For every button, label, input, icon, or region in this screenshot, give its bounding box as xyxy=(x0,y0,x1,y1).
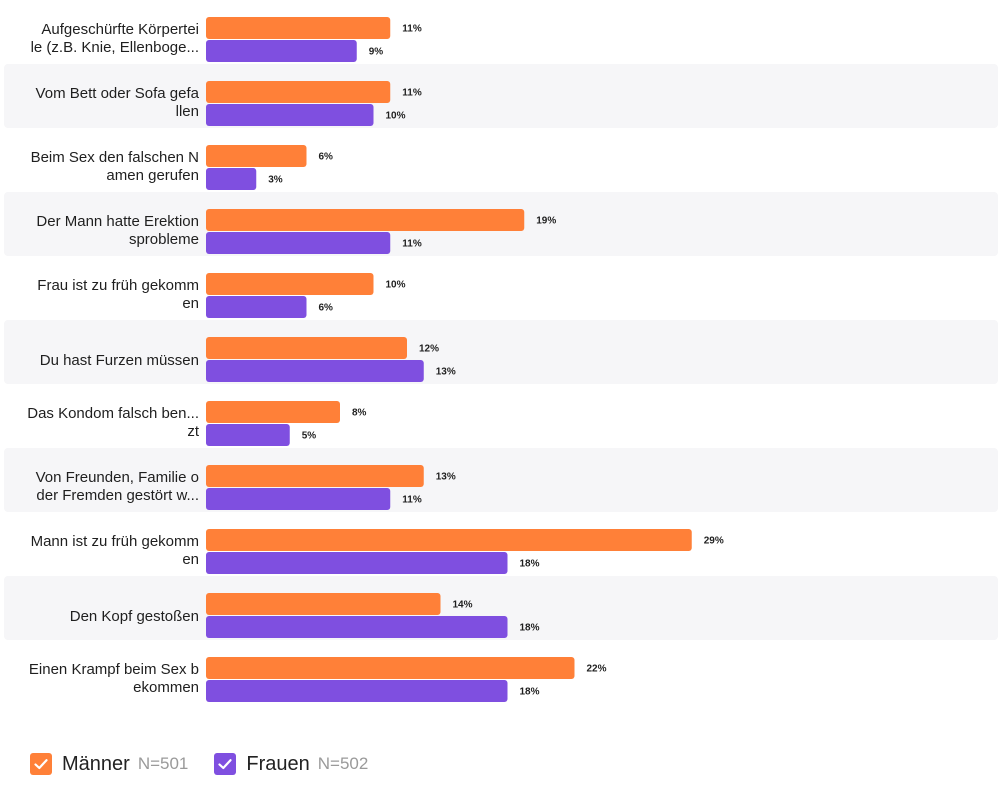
value-label: 11% xyxy=(402,495,422,506)
value-label: 18% xyxy=(520,687,540,698)
value-label: 11% xyxy=(402,88,422,99)
bar-chart: Aufgeschürfte Körpertei le (z.B. Knie, El… xyxy=(27,17,724,702)
legend-item-frauen[interactable]: Frauen N=502 xyxy=(214,753,368,776)
category-label: Vom Bett oder Sofa gefa llen xyxy=(36,85,200,120)
bar-maenner[interactable] xyxy=(206,337,407,359)
bar-maenner[interactable] xyxy=(206,273,374,295)
bar-frauen[interactable] xyxy=(206,168,257,190)
category-label: Du hast Furzen müssen xyxy=(40,352,199,369)
legend: Männer N=501 Frauen N=502 xyxy=(30,751,394,777)
value-label: 9% xyxy=(369,47,384,58)
legend-item-maenner[interactable]: Männer N=501 xyxy=(30,753,188,776)
value-label: 18% xyxy=(520,623,540,634)
bar-frauen[interactable] xyxy=(206,552,508,574)
value-label: 19% xyxy=(536,216,556,227)
value-label: 12% xyxy=(419,344,439,355)
value-label: 13% xyxy=(436,367,456,378)
category-label: Der Mann hatte Erektion sprobleme xyxy=(36,213,199,248)
bar-maenner[interactable] xyxy=(206,401,340,423)
value-label: 13% xyxy=(436,472,456,483)
bar-frauen[interactable] xyxy=(206,616,508,638)
bar-frauen[interactable] xyxy=(206,40,357,62)
value-label: 6% xyxy=(319,303,334,314)
value-label: 18% xyxy=(520,559,540,570)
value-label: 22% xyxy=(587,664,607,675)
bar-maenner[interactable] xyxy=(206,145,307,167)
value-label: 10% xyxy=(386,111,406,122)
category-label: Von Freunden, Familie o der Fremden gestö… xyxy=(36,469,199,504)
value-label: 11% xyxy=(402,239,422,250)
bar-frauen[interactable] xyxy=(206,360,424,382)
value-label: 8% xyxy=(352,408,367,419)
bar-maenner[interactable] xyxy=(206,81,391,103)
legend-label-maenner: Männer xyxy=(62,752,130,775)
category-label: Den Kopf gestoßen xyxy=(70,608,199,625)
value-label: 29% xyxy=(704,536,724,547)
bar-maenner[interactable] xyxy=(206,529,692,551)
bar-frauen[interactable] xyxy=(206,680,508,702)
checkbox-frauen-icon[interactable] xyxy=(214,753,237,775)
value-label: 3% xyxy=(268,175,283,186)
bar-maenner[interactable] xyxy=(206,17,391,39)
bar-frauen[interactable] xyxy=(206,424,290,446)
value-label: 6% xyxy=(319,152,334,163)
bar-maenner[interactable] xyxy=(206,593,441,615)
bar-maenner[interactable] xyxy=(206,465,424,487)
value-label: 10% xyxy=(386,280,406,291)
category-label: Aufgeschürfte Körpertei le (z.B. Knie, El… xyxy=(31,21,199,56)
bar-frauen[interactable] xyxy=(206,488,391,510)
category-label: Frau ist zu früh gekomm en xyxy=(37,277,199,312)
legend-label-frauen: Frauen xyxy=(246,752,310,775)
category-label: Das Kondom falsch ben... zt xyxy=(27,405,200,440)
bar-frauen[interactable] xyxy=(206,104,374,126)
value-label: 11% xyxy=(402,24,422,35)
bar-frauen[interactable] xyxy=(206,232,391,254)
bar-frauen[interactable] xyxy=(206,296,307,318)
bar-maenner[interactable] xyxy=(206,209,525,231)
bar-maenner[interactable] xyxy=(206,657,575,679)
legend-count-maenner: N=501 xyxy=(137,754,189,773)
value-label: 5% xyxy=(302,431,317,442)
legend-count-frauen: N=502 xyxy=(317,754,369,773)
value-label: 14% xyxy=(453,600,473,611)
category-label: Einen Krampf beim Sex b ekommen xyxy=(29,661,199,696)
checkbox-maenner-icon[interactable] xyxy=(30,753,52,775)
category-label: Mann ist zu früh gekomm en xyxy=(31,533,199,568)
